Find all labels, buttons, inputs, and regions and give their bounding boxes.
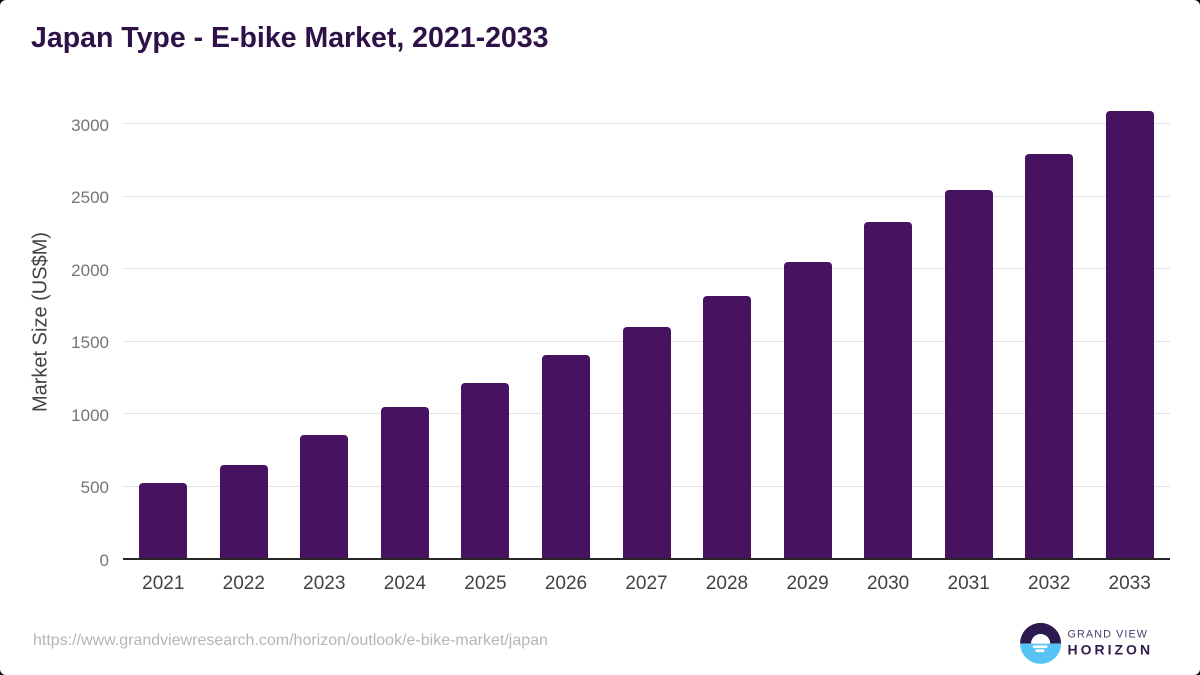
svg-text:GRAND VIEW: GRAND VIEW <box>1068 629 1149 641</box>
svg-text:HORIZON: HORIZON <box>1068 642 1154 658</box>
